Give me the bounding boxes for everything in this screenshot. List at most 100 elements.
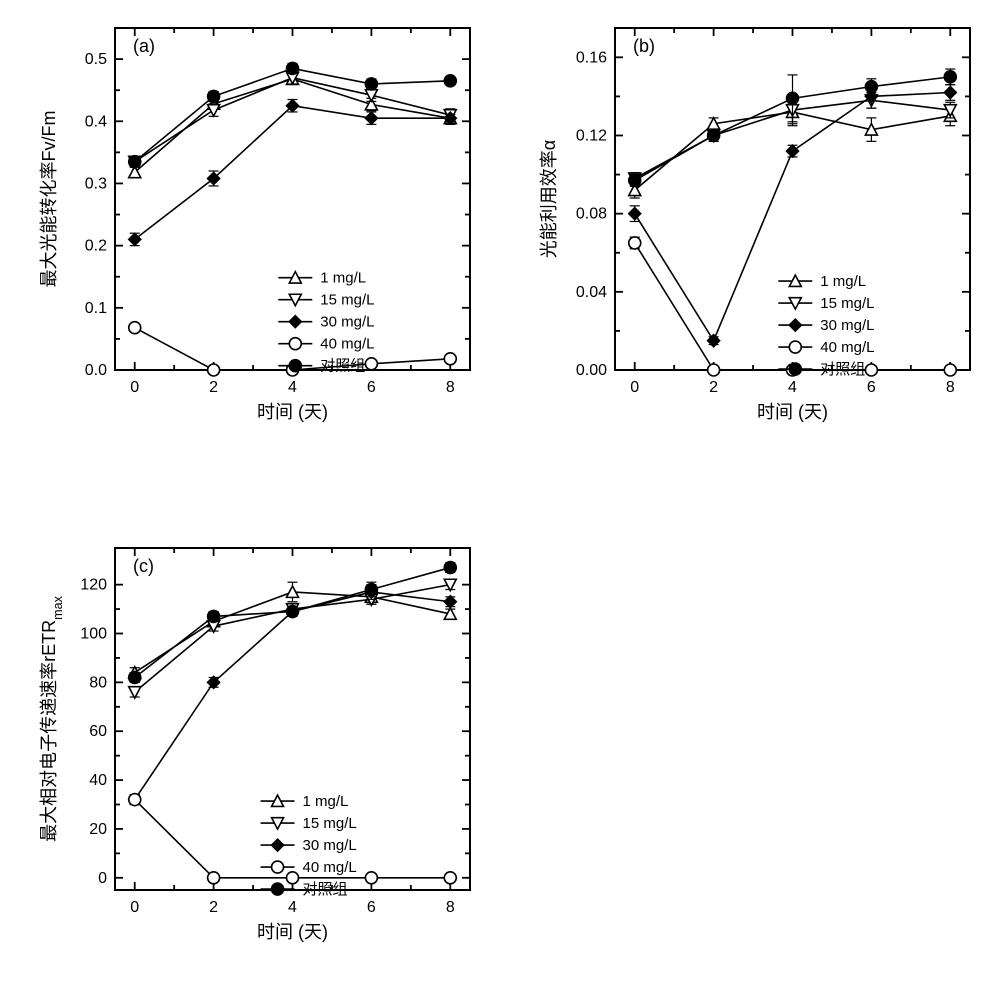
legend-label-ctrl: 对照组 — [820, 361, 865, 378]
figure-panel-grid: 0 2 4 6 8 0.0 0.1 0.2 0.3 0.4 0.5 时间 (天) 最大光能转化率Fv/F… — [0, 0, 997, 1000]
y-tick-label: 60 — [89, 723, 107, 740]
series-marker-ctrl — [365, 584, 377, 596]
y-tick-label: 120 — [80, 577, 107, 594]
series-marker-40 — [129, 794, 141, 806]
series-marker-40 — [208, 872, 220, 884]
series-marker-40 — [865, 364, 877, 376]
series-marker-40 — [444, 353, 456, 365]
x-axis-label: 时间 (天) — [757, 402, 828, 422]
series-line-40 — [135, 800, 451, 878]
legend-label-30: 30 mg/L — [320, 314, 374, 331]
x-tick-label: 2 — [209, 899, 218, 916]
series-marker-ctrl — [444, 562, 456, 574]
legend-label-1: 1 mg/L — [820, 273, 866, 290]
panel-tag: (c) — [133, 556, 154, 576]
y-tick-label: 0.4 — [85, 113, 107, 130]
y-tick-label: 0.2 — [85, 238, 107, 255]
series-line-1 — [135, 79, 451, 172]
y-tick-label: 0.00 — [576, 362, 607, 379]
x-tick-label: 6 — [867, 379, 876, 396]
y-tick-label: 0.16 — [576, 49, 607, 66]
series-marker-40 — [944, 364, 956, 376]
series-marker-ctrl — [629, 174, 641, 186]
series-line-30 — [135, 592, 451, 800]
series-line-30 — [135, 106, 451, 240]
series-marker-40 — [208, 364, 220, 376]
y-tick-label: 0.0 — [85, 362, 107, 379]
x-tick-label: 6 — [367, 379, 376, 396]
series-marker-ctrl — [208, 610, 220, 622]
legend-label-ctrl: 对照组 — [303, 881, 348, 898]
series-marker-40 — [365, 872, 377, 884]
series-marker-ctrl — [944, 71, 956, 83]
y-tick-label: 0.3 — [85, 175, 107, 192]
series-marker-40 — [708, 364, 720, 376]
series-marker-ctrl — [865, 81, 877, 93]
x-tick-label: 8 — [946, 379, 955, 396]
y-axis-label: 最大相对电子传递速率rETRmax — [39, 595, 65, 841]
series-marker-ctrl — [129, 156, 141, 168]
series-marker-ctrl — [287, 62, 299, 74]
x-tick-label: 0 — [130, 899, 139, 916]
panel-tag: (b) — [633, 36, 655, 56]
legend-label-ctrl: 对照组 — [320, 358, 365, 375]
series-marker-ctrl — [208, 90, 220, 102]
x-tick-label: 4 — [288, 899, 297, 916]
y-tick-label: 0 — [98, 870, 107, 887]
series-marker-40 — [287, 872, 299, 884]
y-tick-label: 40 — [89, 772, 107, 789]
series-marker-30 — [944, 86, 956, 98]
chart-panel-c: 02468020406080100120时间 (天)最大相对电子传递速率rETR… — [30, 530, 490, 960]
x-tick-label: 8 — [446, 899, 455, 916]
series-marker-30 — [444, 596, 456, 608]
chart-panel-a: 0 2 4 6 8 0.0 0.1 0.2 0.3 0.4 0.5 时间 (天) 最大光能转化率Fv/F… — [30, 10, 490, 440]
panel-tag: (a) — [133, 36, 155, 56]
series-marker-40 — [629, 237, 641, 249]
series-marker-40 — [444, 872, 456, 884]
x-tick-label: 2 — [709, 379, 718, 396]
y-tick-label: 0.04 — [576, 284, 607, 301]
y-tick-label: 80 — [89, 674, 107, 691]
legend-label-15: 15 mg/L — [303, 815, 357, 832]
legend-label-1: 1 mg/L — [303, 793, 349, 810]
series-line-15 — [135, 78, 451, 162]
series-marker-30 — [365, 112, 377, 124]
y-tick-label: 0.1 — [85, 300, 107, 317]
series-marker-40 — [365, 358, 377, 370]
series-marker-ctrl — [787, 92, 799, 104]
series-marker-30 — [787, 145, 799, 157]
series-marker-ctrl — [708, 129, 720, 141]
x-axis-label: 时间 (天) — [257, 922, 328, 942]
y-axis-label: 最大光能转化率Fv/Fm — [39, 111, 59, 288]
x-tick-label: 4 — [788, 379, 797, 396]
series-marker-ctrl — [365, 78, 377, 90]
series-marker-ctrl — [444, 75, 456, 87]
x-tick-label: 0 — [630, 379, 639, 396]
series-marker-40 — [129, 322, 141, 334]
legend-label-40: 40 mg/L — [320, 336, 374, 353]
series-marker-ctrl — [129, 671, 141, 683]
series-marker-30 — [629, 208, 641, 220]
legend-label-40: 40 mg/L — [820, 339, 874, 356]
x-tick-label: 2 — [209, 379, 218, 396]
x-axis-label: 时间 (天) — [257, 402, 328, 422]
series-marker-15 — [944, 105, 956, 116]
y-tick-label: 20 — [89, 821, 107, 838]
x-tick-label: 4 — [288, 379, 297, 396]
x-tick-label: 6 — [367, 899, 376, 916]
x-tick-label: 8 — [446, 379, 455, 396]
legend-label-15: 15 mg/L — [820, 295, 874, 312]
x-tick-label: 0 — [130, 379, 139, 396]
legend-label-30: 30 mg/L — [820, 317, 874, 334]
series-marker-ctrl — [287, 606, 299, 618]
legend-label-40: 40 mg/L — [303, 859, 357, 876]
y-tick-label: 0.12 — [576, 127, 607, 144]
y-tick-label: 0.5 — [85, 51, 107, 68]
legend-label-15: 15 mg/L — [320, 292, 374, 309]
y-axis-label: 光能利用效率α — [539, 140, 559, 258]
y-tick-label: 0.08 — [576, 206, 607, 223]
chart-panel-b: 0 2 4 6 8 0.00 0.04 0.08 0.12 0.16 时间 (天) 光能利用效率α (b… — [530, 10, 990, 440]
series-marker-15 — [208, 105, 220, 116]
legend-label-30: 30 mg/L — [303, 837, 357, 854]
legend-label-1: 1 mg/L — [320, 270, 366, 287]
